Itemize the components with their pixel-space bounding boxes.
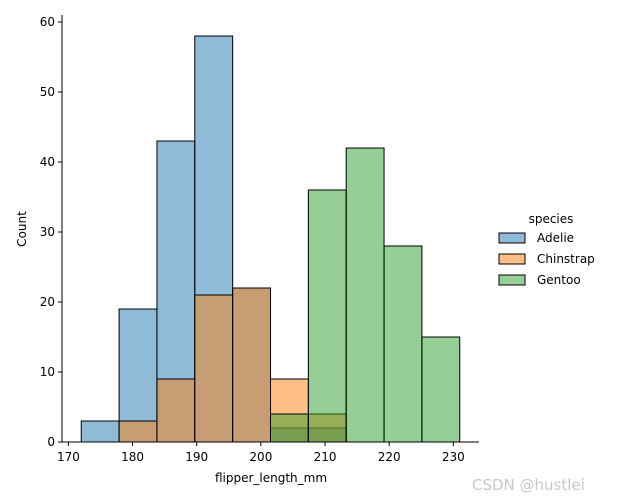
x-tick-label-180: 180 [121,450,144,464]
y-tick-label-0: 0 [47,435,55,449]
y-tick-label-20: 20 [40,295,55,309]
legend-title: species [529,212,574,226]
bar-gentoo-9 [421,336,461,443]
bar-gentoo-8 [383,245,423,443]
bar-adelie-0 [80,420,120,443]
bar-gentoo-7 [345,147,385,443]
bar-chinstrap-4 [232,287,271,443]
x-tick-label-200: 200 [249,450,272,464]
bar-chinstrap-2 [156,378,196,443]
bars-layer [80,35,461,443]
legend-label-adelie: Adelie [537,231,574,245]
bar-gentoo-5 [270,413,309,443]
bar-chinstrap-1 [118,420,158,443]
x-tick-label-220: 220 [378,450,401,464]
bar-adelie-1 [118,308,158,443]
x-tick-label-230: 230 [442,450,465,464]
y-tick-label-10: 10 [40,365,55,379]
x-tick-label-210: 210 [314,450,337,464]
axes-layer: 170 180 190 200 210 220 230 0 10 20 30 40 50 60 [40,15,479,464]
x-tick-label-190: 190 [185,450,208,464]
legend: species Adelie Chinstrap Gentoo [498,212,595,287]
y-axis-label: Count [15,211,29,247]
y-tick-label-60: 60 [40,15,55,29]
legend-swatch-adelie [498,232,526,244]
y-tick-label-30: 30 [40,225,55,239]
bar-gentoo-6 [307,189,347,443]
bar-chinstrap-3 [194,294,234,443]
y-tick-label-40: 40 [40,155,55,169]
watermark: CSDN @hustlei [472,476,585,494]
legend-swatch-chinstrap [498,253,526,265]
legend-swatch-gentoo [498,274,526,286]
y-tick-label-50: 50 [40,85,55,99]
legend-label-chinstrap: Chinstrap [537,252,595,266]
x-tick-label-170: 170 [57,450,80,464]
legend-label-gentoo: Gentoo [537,273,581,287]
x-axis-label: flipper_length_mm [215,471,327,485]
